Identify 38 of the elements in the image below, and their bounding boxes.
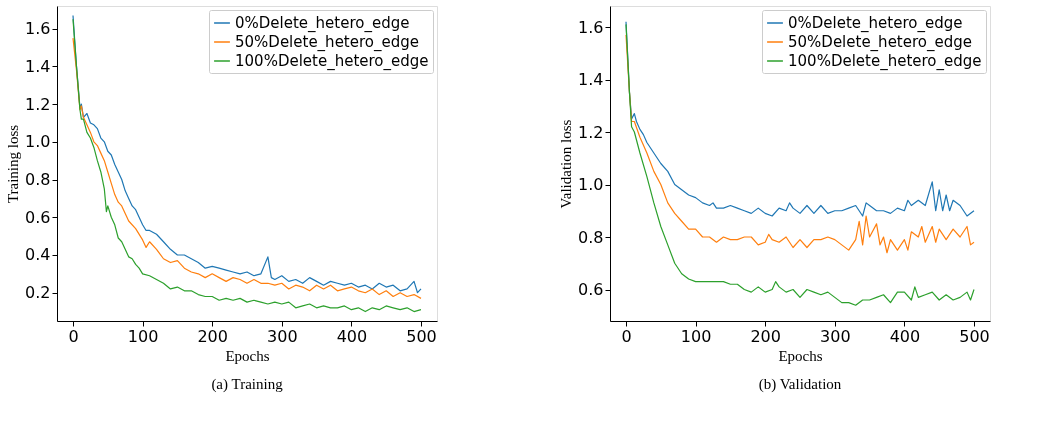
y-tick-label: 0.2: [25, 283, 51, 303]
legend-label: 100%Delete_hetero_edge: [235, 52, 429, 71]
y-tick-label: 0.4: [25, 245, 51, 265]
x-axis-title: Epochs: [225, 347, 270, 364]
y-tick-label: 0.8: [25, 170, 51, 190]
y-tick-label: 1.0: [25, 132, 51, 152]
x-tick-label: 400: [336, 326, 368, 346]
y-tick-label: 1.6: [25, 19, 51, 39]
x-tick-label: 100: [680, 326, 712, 346]
x-tick-label: 300: [267, 326, 298, 346]
y-tick-label: 0.6: [578, 280, 604, 299]
y-tick-label: 0.8: [578, 227, 604, 247]
y-tick-label: 0.6: [25, 207, 51, 227]
y-tick-label: 1.2: [25, 94, 51, 114]
y-axis-title: Training loss: [5, 124, 22, 204]
x-tick-label: 200: [197, 326, 228, 346]
legend-label: 0%Delete_hetero_edge: [788, 14, 963, 33]
x-tick-label: 0: [621, 326, 632, 346]
legend-label: 100%Delete_hetero_edge: [788, 52, 982, 71]
y-tick-label: 1.2: [578, 122, 604, 142]
legend-label: 0%Delete_hetero_edge: [235, 14, 410, 33]
y-tick-label: 1.4: [25, 56, 51, 76]
text: (a) Training: [211, 376, 284, 393]
x-axis-title: Epochs: [778, 347, 823, 364]
x-tick-label: 500: [959, 326, 990, 346]
y-axis-title: Validation loss: [558, 119, 575, 209]
x-tick-label: 100: [127, 326, 159, 346]
x-tick-label: 300: [820, 326, 851, 346]
text: (b) Validation: [758, 376, 842, 393]
x-tick-label: 0: [68, 326, 79, 346]
y-tick-label: 1.4: [578, 70, 604, 89]
x-tick-label: 500: [406, 326, 437, 346]
x-tick-label: 200: [750, 326, 781, 346]
y-tick-label: 1.6: [578, 17, 604, 37]
y-tick-label: 1.0: [578, 175, 604, 194]
legend-label: 50%Delete_hetero_edge: [235, 33, 419, 52]
x-tick-label: 400: [889, 326, 921, 346]
legend-label: 50%Delete_hetero_edge: [788, 33, 972, 52]
